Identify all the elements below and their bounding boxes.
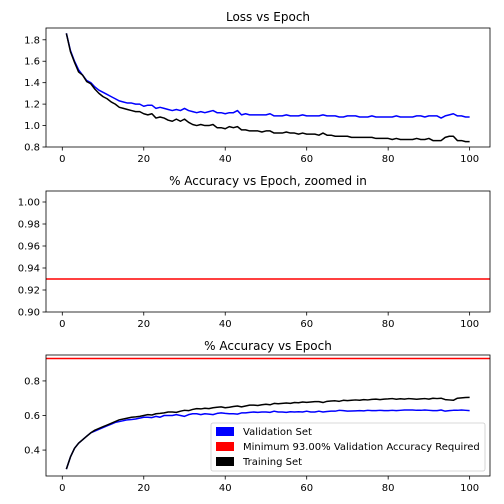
loss-plot-frame: [45, 27, 491, 148]
legend-swatch: [216, 457, 234, 466]
x-tick-label: 100: [460, 483, 479, 494]
x-tick-label: 20: [137, 154, 150, 165]
y-tick-label: 0.98: [18, 220, 40, 231]
legend: Validation Set Minimum 93.00% Validation …: [210, 422, 486, 472]
y-tick-label: 0.6: [24, 411, 40, 422]
x-tick-label: 0: [59, 319, 65, 330]
y-tick-label: 1.6: [24, 57, 40, 68]
series-line: [65, 396, 470, 470]
x-tick-label: 80: [382, 483, 395, 494]
accuracy-zoomed-plot-frame: [45, 190, 491, 313]
x-tick-label: 100: [460, 154, 479, 165]
loss-panel-title: Loss vs Epoch: [226, 10, 310, 24]
accuracy-panel: % Accuracy vs Epoch 0 20 40 60 80 100 0.4 0.6 0.…: [24, 339, 491, 494]
y-tick-label: 0.90: [18, 308, 40, 319]
x-tick-label: 20: [137, 319, 150, 330]
y-tick-label: 1.2: [24, 100, 40, 111]
legend-label: Validation Set: [243, 427, 312, 438]
y-tick-label: 0.4: [24, 446, 40, 457]
x-tick-label: 80: [382, 319, 395, 330]
loss-panel: Loss vs Epoch 0 20 40 60 80 100 0.8 1.0 1.2 1.4 1.…: [24, 10, 491, 165]
accuracy-panel-title: % Accuracy vs Epoch: [204, 339, 332, 353]
series-line: [65, 33, 470, 143]
x-tick-label: 0: [59, 154, 65, 165]
y-tick-label: 0.94: [18, 264, 40, 275]
x-tick-label: 40: [219, 319, 232, 330]
series-line: [65, 409, 470, 470]
x-tick-label: 20: [137, 483, 150, 494]
x-tick-label: 100: [460, 319, 479, 330]
y-tick-label: 1.4: [24, 78, 40, 89]
legend-label: Training Set: [242, 457, 302, 468]
y-tick-label: 1.0: [24, 121, 40, 132]
legend-label: Minimum 93.00% Validation Accuracy Requi…: [243, 442, 480, 453]
x-tick-label: 0: [59, 483, 65, 494]
y-tick-label: 1.8: [24, 35, 40, 46]
x-tick-label: 60: [300, 483, 313, 494]
x-tick-label: 60: [300, 154, 313, 165]
y-tick-label: 0.96: [18, 242, 40, 253]
accuracy-plot-frame: [45, 354, 491, 477]
legend-box: [210, 422, 486, 472]
y-tick-label: 1.00: [18, 198, 40, 209]
y-tick-label: 0.8: [24, 143, 40, 154]
legend-swatch: [216, 427, 234, 436]
accuracy-zoomed-panel: % Accuracy vs Epoch, zoomed in 0 20 40 60 80…: [18, 174, 491, 330]
x-tick-label: 40: [219, 483, 232, 494]
legend-swatch: [216, 442, 234, 451]
x-tick-label: 60: [300, 319, 313, 330]
y-tick-label: 0.92: [18, 286, 40, 297]
accuracy-zoomed-panel-title: % Accuracy vs Epoch, zoomed in: [169, 174, 367, 188]
series-line: [65, 33, 470, 119]
x-tick-label: 80: [382, 154, 395, 165]
y-tick-label: 0.8: [24, 376, 40, 387]
x-tick-label: 40: [219, 154, 232, 165]
